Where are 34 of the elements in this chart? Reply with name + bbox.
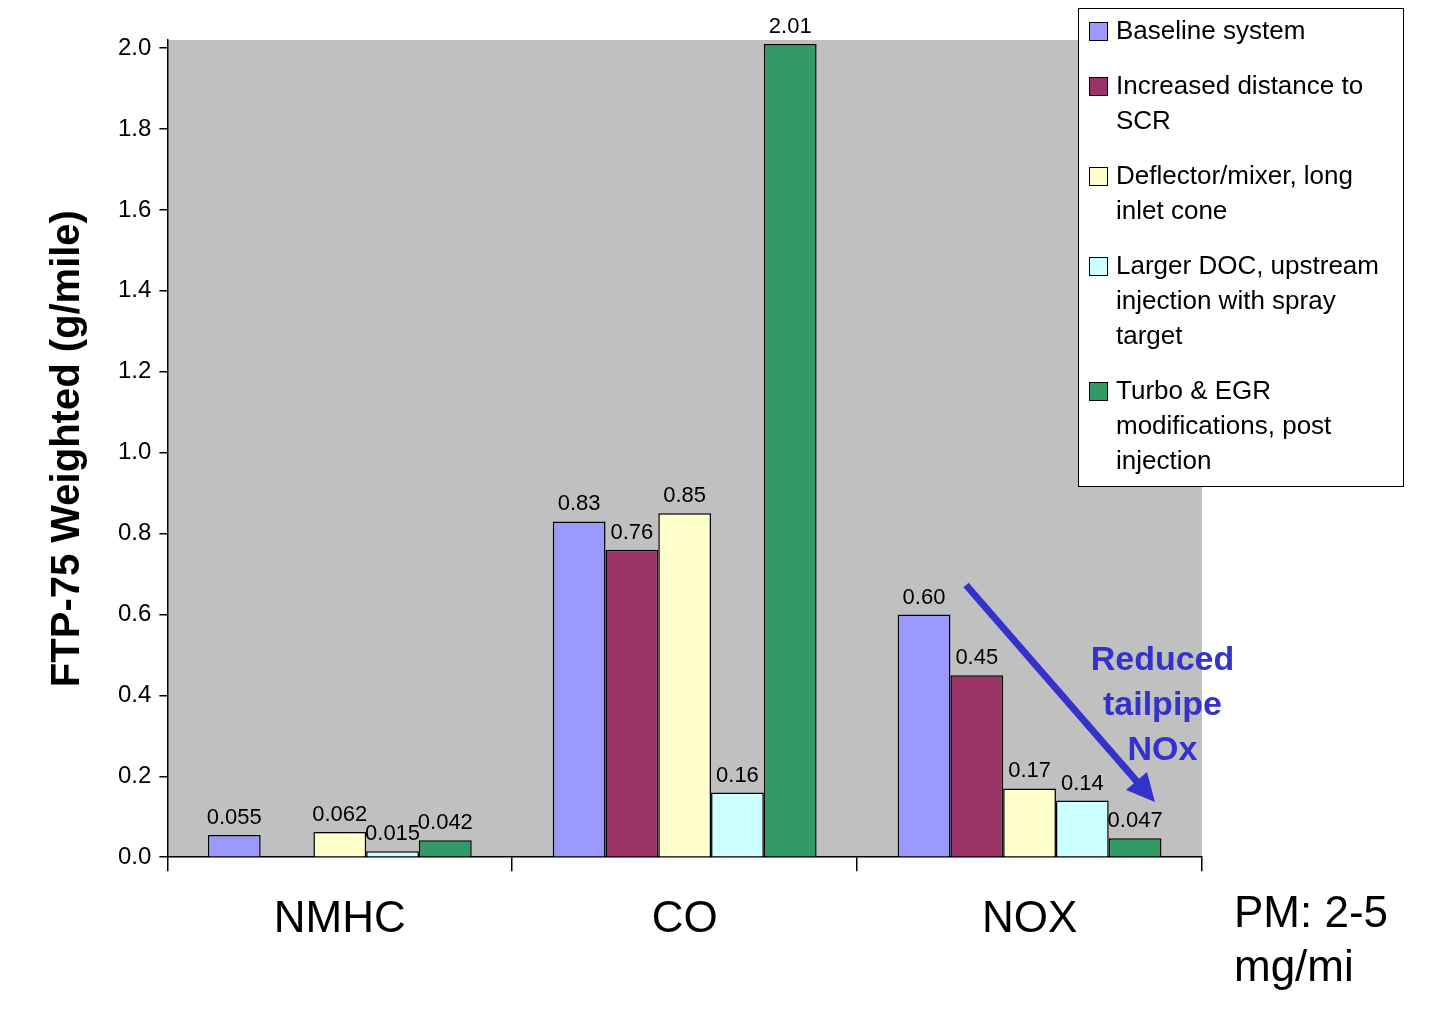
y-tick-label: 0.8: [117, 518, 152, 546]
x-tick-label: NOX: [981, 891, 1078, 941]
y-axis-title: FTP-75 Weighted (g/mile): [43, 210, 88, 688]
data-label: 0.16: [716, 761, 759, 787]
annotation: Reduced tailpipe NOx: [1089, 638, 1236, 769]
legend-label: Baseline system: [1116, 14, 1306, 47]
data-label: 0.14: [1060, 769, 1104, 795]
x-tick-label: NMHC: [273, 891, 406, 941]
y-tick-label: 0.4: [117, 680, 152, 707]
data-label: 0.17: [1008, 757, 1051, 783]
legend-label: Turbo & EGR modifications, post injection: [1116, 374, 1333, 477]
y-tick-label: 1.4: [117, 275, 152, 303]
data-label: 0.60: [902, 583, 946, 609]
data-label: 0.062: [312, 801, 368, 827]
y-tick-label: 1.6: [117, 194, 152, 222]
legend-label: Deflector/mixer, long inlet cone: [1116, 159, 1354, 227]
y-tick-label: 2.0: [117, 32, 152, 60]
data-label: 0.45: [955, 644, 999, 670]
y-tick-label: 1.2: [117, 356, 152, 384]
y-tick-label: 0.6: [117, 599, 152, 627]
data-label: 0.76: [610, 518, 654, 544]
y-tick-label: 1.8: [117, 113, 152, 141]
data-label: 2.01: [768, 13, 812, 39]
y-tick-label: 0.2: [117, 760, 152, 788]
legend-label: Larger DOC, upstream injection with spray target: [1116, 249, 1380, 352]
data-label: 0.055: [206, 804, 262, 830]
text: PM: 2-5 mg/mi: [1234, 886, 1390, 992]
x-tick-label: CO: [651, 891, 718, 941]
y-tick-label: 1.0: [117, 437, 152, 465]
y-tick-label: 0.0: [117, 841, 152, 869]
data-label: 0.85: [663, 482, 707, 508]
legend-label: Increased distance to SCR: [1116, 69, 1365, 137]
data-label: 0.047: [1107, 807, 1163, 833]
data-label: 0.83: [557, 490, 601, 516]
